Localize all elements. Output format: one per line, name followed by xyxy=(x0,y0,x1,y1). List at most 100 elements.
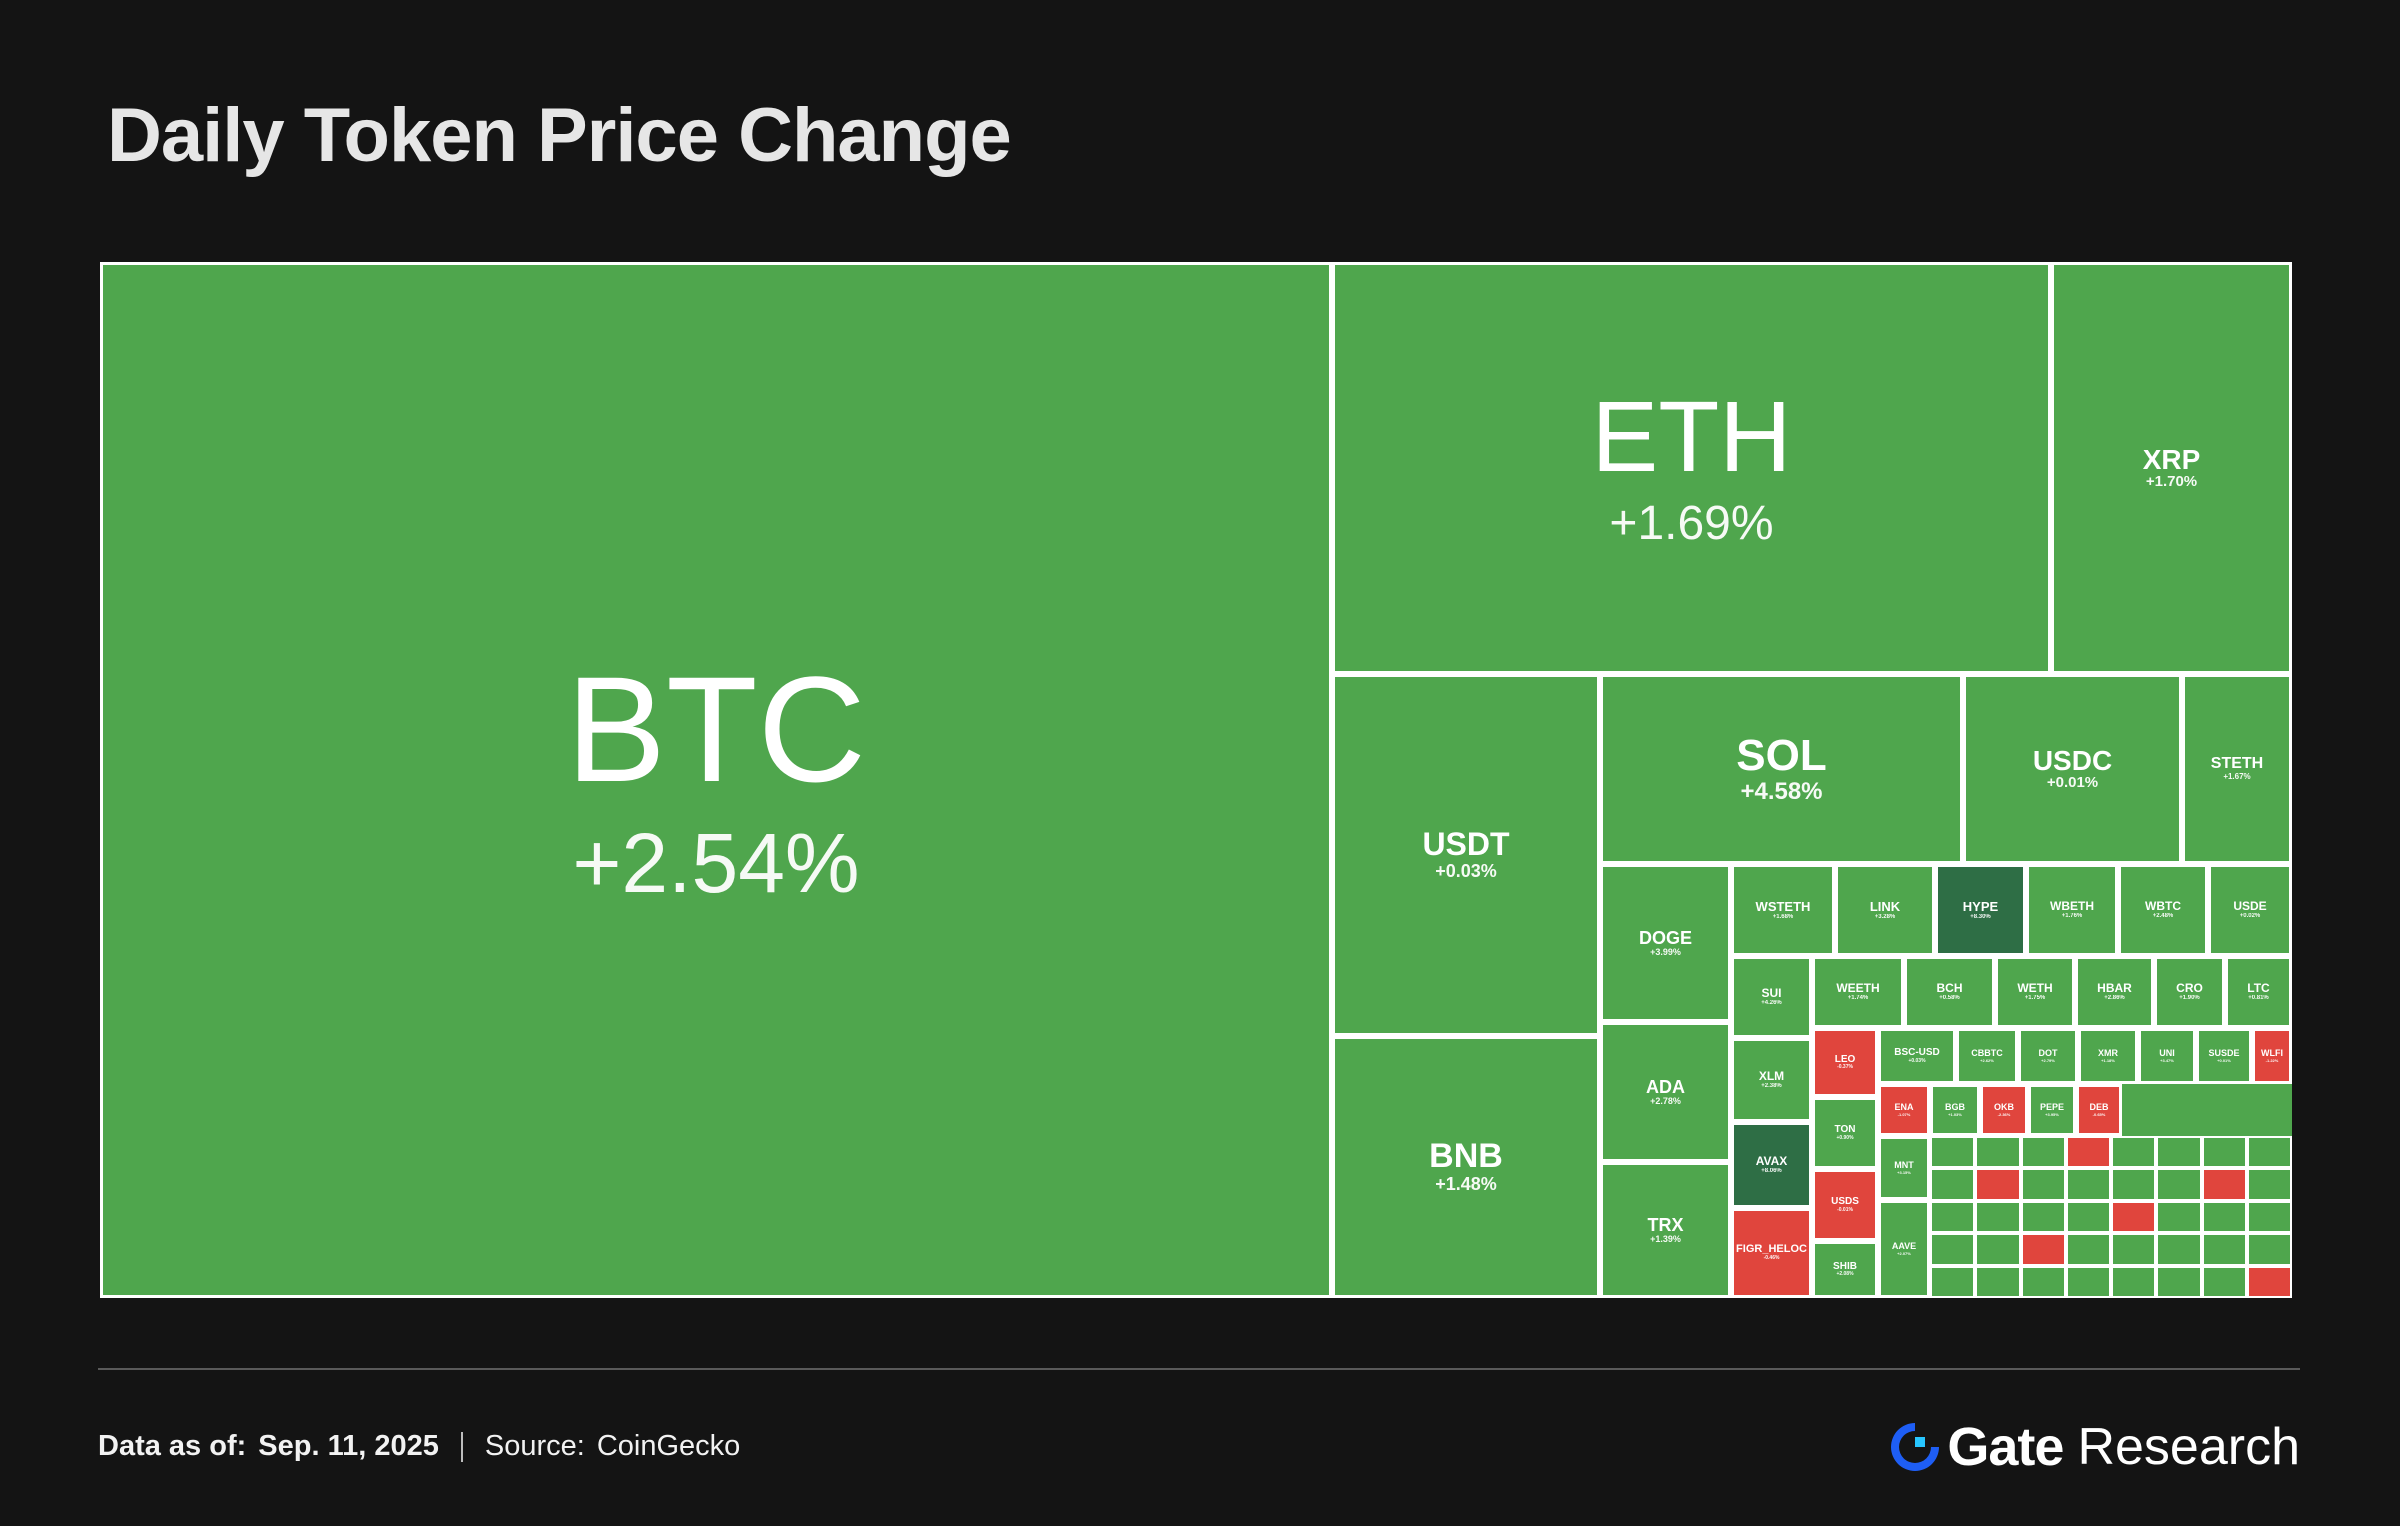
treemap-cell-minor xyxy=(2201,1200,2247,1234)
token-change: +1.67% xyxy=(2223,772,2251,781)
treemap-cell-minor xyxy=(2065,1168,2111,1201)
token-symbol: WLFI xyxy=(2261,1048,2283,1059)
token-change: +1.74% xyxy=(1847,995,1869,1001)
treemap-cell-bgb: BGB +1.03% xyxy=(1930,1084,1980,1136)
treemap-cell-minor xyxy=(2246,1136,2292,1169)
treemap-cell-btc: BTC +2.54% xyxy=(100,262,1332,1298)
token-symbol: FIGR_HELOC xyxy=(1736,1243,1807,1256)
treemap-cell-usdc: USDC +0.01% xyxy=(1963,674,2182,864)
treemap-cell-minor xyxy=(2111,1233,2157,1266)
token-symbol: BCH xyxy=(1936,981,1963,996)
treemap-cell-trx: TRX +1.39% xyxy=(1600,1162,1731,1298)
token-change: +3.95% xyxy=(2045,1111,2059,1117)
token-symbol: BGB xyxy=(1945,1102,1965,1113)
treemap-cell-minor xyxy=(2065,1233,2111,1266)
token-change: +0.03% xyxy=(1435,860,1497,881)
treemap-cell-minor xyxy=(2020,1265,2066,1298)
token-change: +1.76% xyxy=(2061,913,2083,919)
treemap-cell-minor xyxy=(2065,1265,2111,1298)
token-change: +2.62% xyxy=(1980,1057,1994,1063)
treemap-cell-minor xyxy=(2201,1136,2247,1169)
treemap-cell-usds: USDS -0.01% xyxy=(1812,1169,1878,1241)
token-change: +2.54% xyxy=(572,815,860,910)
token-change: +0.02% xyxy=(2239,913,2261,919)
treemap-cell-aave: AAVE +2.07% xyxy=(1878,1200,1930,1298)
token-symbol: DEB xyxy=(2089,1102,2109,1113)
token-change: +0.90% xyxy=(1836,1134,1854,1141)
token-symbol: SUSDE xyxy=(2208,1048,2240,1059)
treemap-cell-ada: ADA +2.78% xyxy=(1600,1022,1731,1162)
token-symbol: CBBTC xyxy=(1971,1048,2003,1059)
token-change: +1.18% xyxy=(2101,1057,2115,1063)
treemap-cell-minor xyxy=(1930,1233,1976,1266)
treemap-cell-deb: DEB -0.65% xyxy=(2076,1084,2122,1136)
treemap-cell-minor xyxy=(2246,1168,2292,1201)
treemap-cell-susde: SUSDE +0.01% xyxy=(2196,1028,2252,1084)
token-symbol: AVAX xyxy=(1755,1154,1788,1169)
token-change: +1.68% xyxy=(1772,913,1794,920)
treemap-cell-weeth: WEETH +1.74% xyxy=(1812,956,1904,1028)
gate-logo-icon xyxy=(1891,1423,1940,1471)
treemap-cell-minor xyxy=(1975,1200,2021,1234)
token-symbol: LINK xyxy=(1869,898,1901,914)
token-change: +3.47% xyxy=(2160,1057,2174,1063)
treemap-cell-weth: WETH +1.75% xyxy=(1995,956,2075,1028)
token-symbol: DOGE xyxy=(1638,927,1692,948)
data-date: Sep. 11, 2025 xyxy=(258,1430,439,1462)
treemap-cell-minor xyxy=(2201,1233,2247,1266)
token-change: +2.08% xyxy=(1836,1271,1854,1277)
token-change: +2.79% xyxy=(2041,1057,2055,1063)
token-symbol: BSC-USD xyxy=(1894,1047,1940,1058)
treemap-cell-xrp: XRP +1.70% xyxy=(2051,262,2292,674)
treemap-cell-minor xyxy=(2246,1200,2292,1234)
treemap-cell-sui: SUI +4.26% xyxy=(1731,956,1812,1038)
treemap-cell-wbeth: WBETH +1.76% xyxy=(2026,864,2118,956)
token-change: +3.15% xyxy=(1897,1169,1911,1175)
token-change: +4.58% xyxy=(1740,777,1823,805)
treemap-cell-minor xyxy=(1975,1136,2021,1169)
token-symbol: BNB xyxy=(1429,1137,1503,1176)
token-symbol: MNT xyxy=(1894,1160,1914,1171)
token-symbol: WEETH xyxy=(1836,981,1880,996)
token-symbol: STETH xyxy=(2210,755,2264,773)
token-change: +1.70% xyxy=(2145,473,2198,491)
treemap-cell-wlfi: WLFI -1.22% xyxy=(2252,1028,2292,1084)
treemap-cell-minor xyxy=(1930,1136,1976,1169)
token-change: +1.90% xyxy=(2179,995,2200,1001)
token-treemap: BTC +2.54% ETH +1.69% XRP +1.70% USDT +0.03% SOL… xyxy=(100,262,2292,1298)
token-change: +0.03% xyxy=(1908,1057,1926,1064)
treemap-cell-hype: HYPE +8.30% xyxy=(1935,864,2026,956)
treemap-cell-minor xyxy=(1930,1200,1976,1234)
token-symbol: USDS xyxy=(1831,1196,1859,1207)
treemap-cell-minor xyxy=(2111,1265,2157,1298)
token-change: -0.46% xyxy=(1763,1255,1780,1262)
token-symbol: ENA xyxy=(1894,1102,1914,1113)
token-symbol: USDC xyxy=(2032,745,2113,777)
source-value: CoinGecko xyxy=(596,1430,741,1462)
treemap-cell-minor xyxy=(2246,1265,2292,1298)
token-change: +8.30% xyxy=(1970,913,1991,920)
treemap-cell-minor xyxy=(2111,1168,2157,1201)
token-symbol: DOT xyxy=(2038,1048,2058,1059)
treemap-cell-minor xyxy=(2020,1233,2066,1266)
treemap-cell-minor xyxy=(2020,1168,2066,1201)
token-symbol: TRX xyxy=(1647,1214,1684,1235)
token-symbol: SHIB xyxy=(1833,1260,1857,1272)
token-change: -0.01% xyxy=(1837,1206,1853,1213)
brand-name: Gate xyxy=(1947,1417,2064,1477)
token-symbol: OKB xyxy=(1994,1102,2014,1113)
treemap-cell-leo: LEO -0.37% xyxy=(1812,1028,1878,1097)
treemap-cell-minor xyxy=(1975,1233,2021,1266)
token-change: +3.99% xyxy=(1650,946,1681,957)
source-label: Source: xyxy=(484,1430,585,1462)
token-symbol: XRP xyxy=(2142,444,2201,476)
token-change: +2.78% xyxy=(1650,1095,1681,1106)
treemap-cell-hbar: HBAR +2.86% xyxy=(2075,956,2154,1028)
token-symbol: PEPE xyxy=(2039,1102,2064,1113)
token-change: +2.86% xyxy=(2104,995,2125,1001)
chart-title: Daily Token Price Change xyxy=(107,93,1012,178)
token-change: +4.26% xyxy=(1761,1000,1782,1006)
token-change: +1.39% xyxy=(1650,1233,1681,1244)
token-change: +1.75% xyxy=(2024,995,2046,1001)
treemap-cell-ton: TON +0.90% xyxy=(1812,1097,1878,1169)
